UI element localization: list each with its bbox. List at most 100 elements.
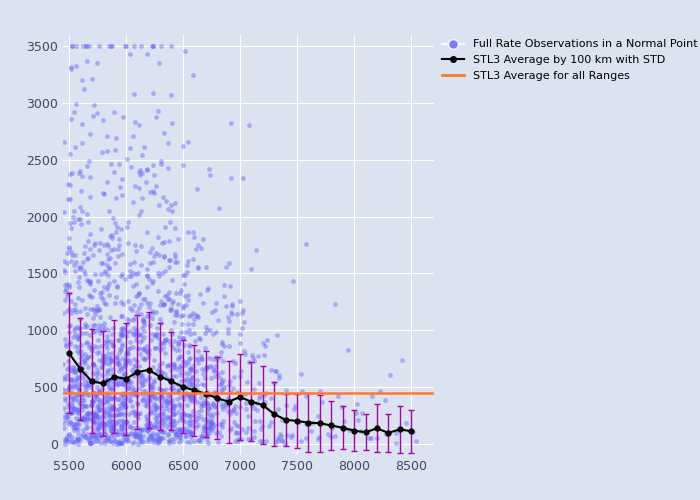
Point	[109, 146, 120, 154]
Point	[154, 339, 165, 347]
Point	[130, 431, 141, 439]
Point	[144, 408, 155, 416]
Point	[141, 312, 152, 320]
Point	[113, 410, 125, 418]
Point	[75, 308, 86, 316]
Point	[66, 376, 77, 384]
Point	[150, 308, 161, 316]
Point	[187, 228, 198, 236]
Point	[80, 42, 92, 50]
Point	[130, 390, 141, 398]
Point	[144, 424, 155, 432]
Point	[103, 279, 114, 287]
Point	[134, 432, 146, 440]
Point	[91, 384, 102, 392]
Point	[116, 439, 127, 447]
Point	[215, 353, 226, 361]
Point	[137, 316, 148, 324]
Point	[69, 366, 80, 374]
Point	[188, 233, 199, 241]
Point	[136, 424, 147, 432]
Point	[90, 410, 101, 418]
Point	[186, 310, 197, 318]
Point	[99, 394, 110, 402]
Point	[228, 406, 239, 414]
Point	[94, 305, 105, 313]
Point	[64, 410, 76, 418]
Point	[127, 408, 138, 416]
Point	[211, 356, 223, 364]
Point	[102, 344, 113, 352]
Point	[211, 300, 222, 308]
Point	[163, 164, 174, 172]
Point	[124, 316, 135, 324]
Point	[74, 360, 85, 368]
Point	[115, 324, 126, 332]
Point	[127, 391, 138, 399]
Point	[97, 359, 108, 367]
Point	[143, 374, 154, 382]
Point	[78, 267, 90, 275]
Point	[363, 434, 374, 442]
Point	[118, 391, 129, 399]
Point	[134, 434, 146, 442]
Point	[72, 344, 83, 351]
Point	[59, 404, 70, 412]
Point	[158, 396, 169, 404]
Point	[132, 422, 143, 430]
Point	[144, 350, 155, 358]
Point	[94, 238, 105, 246]
Point	[74, 315, 85, 323]
Point	[71, 419, 83, 427]
Point	[127, 424, 138, 432]
Point	[151, 431, 162, 439]
Point	[94, 42, 105, 50]
Point	[285, 432, 296, 440]
Point	[68, 420, 79, 428]
Point	[222, 396, 233, 404]
Point	[130, 427, 141, 435]
Point	[77, 390, 88, 398]
Point	[88, 396, 99, 404]
Point	[148, 382, 159, 390]
Point	[164, 288, 175, 296]
Point	[158, 330, 169, 338]
Point	[95, 430, 106, 438]
Point	[111, 406, 122, 414]
Point	[203, 424, 214, 432]
Point	[81, 254, 92, 262]
Point	[374, 387, 386, 395]
Point	[106, 395, 117, 403]
Point	[214, 204, 225, 212]
Point	[90, 378, 101, 386]
Point	[116, 390, 127, 398]
Point	[106, 231, 118, 239]
Point	[191, 381, 202, 389]
Point	[70, 267, 81, 275]
Point	[156, 368, 167, 376]
Point	[180, 46, 191, 54]
Point	[179, 292, 190, 300]
Point	[178, 280, 189, 288]
Point	[81, 310, 92, 318]
Point	[80, 388, 91, 396]
Point	[80, 433, 92, 441]
Point	[62, 280, 73, 288]
Point	[80, 358, 91, 366]
Point	[155, 410, 166, 418]
Point	[71, 420, 82, 428]
Point	[82, 254, 93, 262]
Point	[251, 399, 262, 407]
Point	[162, 396, 174, 404]
Point	[113, 405, 125, 413]
Point	[125, 304, 136, 312]
Point	[281, 401, 292, 409]
Point	[202, 424, 213, 432]
Point	[143, 422, 154, 430]
Point	[94, 397, 105, 405]
Point	[114, 410, 125, 418]
Point	[102, 178, 113, 186]
Point	[181, 268, 193, 276]
Point	[211, 389, 222, 397]
Point	[177, 142, 188, 150]
